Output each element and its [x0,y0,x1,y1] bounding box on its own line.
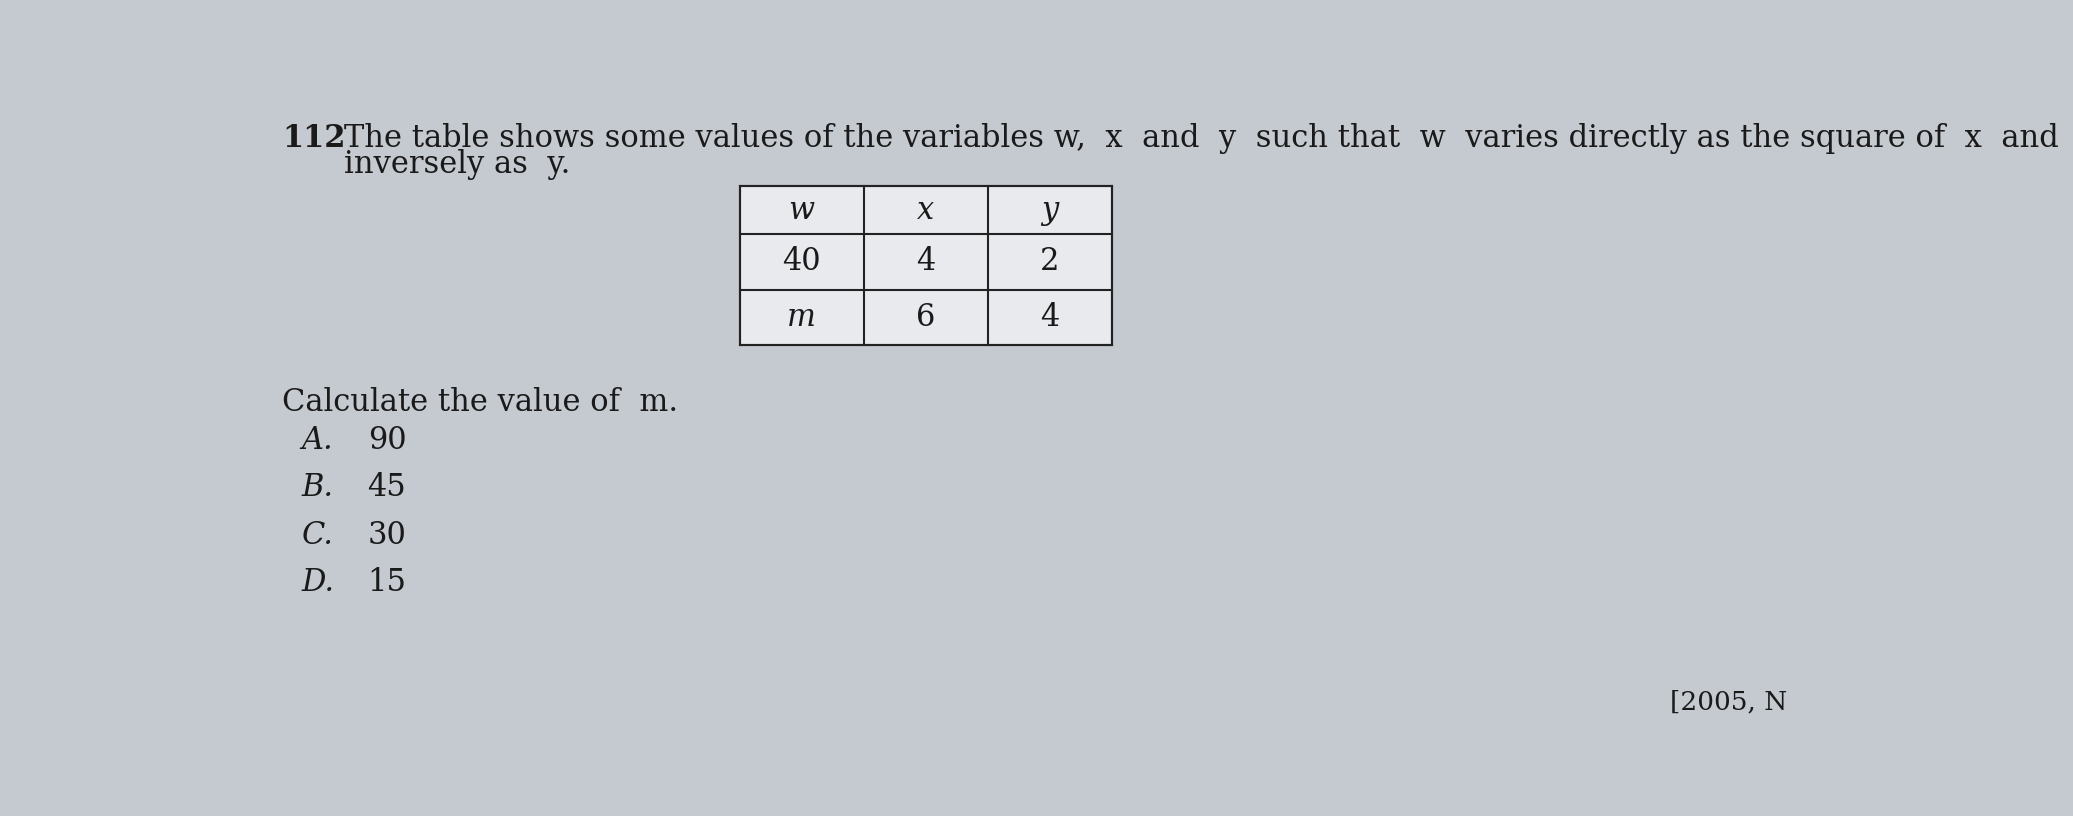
Text: 90: 90 [367,424,406,455]
Text: 2: 2 [1041,246,1059,277]
Text: y: y [1041,195,1057,226]
Text: 15: 15 [367,567,406,598]
Text: w: w [788,195,815,226]
Text: 112: 112 [282,122,346,153]
Text: 6: 6 [916,302,935,333]
Text: A.: A. [303,424,334,455]
Text: inversely as  y.: inversely as y. [344,149,570,180]
Text: The table shows some values of the variables w,  x  and  y  such that  w  varies: The table shows some values of the varia… [344,122,2058,153]
Text: 30: 30 [367,520,406,551]
Text: 45: 45 [367,472,406,503]
Text: 4: 4 [1041,302,1059,333]
Text: D.: D. [303,567,336,598]
Text: m: m [788,302,817,333]
Text: Calculate the value of  m.: Calculate the value of m. [282,388,678,419]
Text: 40: 40 [782,246,821,277]
Text: x: x [916,195,935,226]
Text: B.: B. [303,472,334,503]
Text: 4: 4 [916,246,935,277]
Bar [740,187,1111,345]
Text: C.: C. [303,520,334,551]
Text: [2005, N: [2005, N [1669,690,1787,714]
